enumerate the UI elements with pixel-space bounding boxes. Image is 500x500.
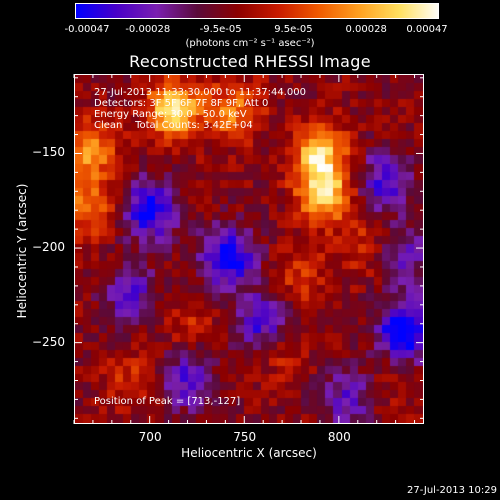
colorbar-tick-label: 9.5e-05 (274, 24, 313, 35)
chart-title: Reconstructed RHESSI Image (129, 52, 371, 71)
y-tick-label: −150 (32, 145, 65, 160)
energy-range-label: Energy Range: 30.0 - 50.0 keV (94, 109, 247, 120)
colorbar-tick-label: 0.00028 (345, 24, 387, 35)
x-tick-label: 800 (327, 430, 351, 444)
y-tick-label: −200 (32, 240, 65, 255)
timestamp: 27-Jul-2013 10:29 (406, 485, 497, 496)
x-axis-label: Heliocentric X (arcsec) (181, 446, 317, 460)
peak-position-label: Position of Peak = [713,-127] (94, 396, 241, 407)
colorbar-unit-label: (photons cm⁻² s⁻¹ asec⁻²) (185, 38, 315, 49)
y-axis-label: Heliocentric Y (arcsec) (15, 183, 29, 319)
x-tick-label: 700 (138, 430, 162, 444)
detectors-label: Detectors: 3F 5F 6F 7F 8F 9F, Att 0 (94, 98, 269, 109)
y-tick-label: −250 (32, 334, 65, 349)
colorbar-tick-label: 0.00047 (406, 24, 448, 35)
heatmap-image (75, 75, 423, 423)
colorbar-tick-label: -0.00047 (64, 24, 110, 35)
clean-counts-label: Clean Total Counts: 3.42E+04 (94, 120, 253, 131)
plot-frame (74, 74, 424, 424)
colorbar (75, 3, 439, 19)
x-tick-label: 750 (233, 430, 257, 444)
colorbar-tick-label: -9.5e-05 (199, 24, 242, 35)
time-range-label: 27-Jul-2013 11:33:30.000 to 11:37:44.000 (94, 87, 306, 98)
colorbar-tick-label: -0.00028 (125, 24, 171, 35)
